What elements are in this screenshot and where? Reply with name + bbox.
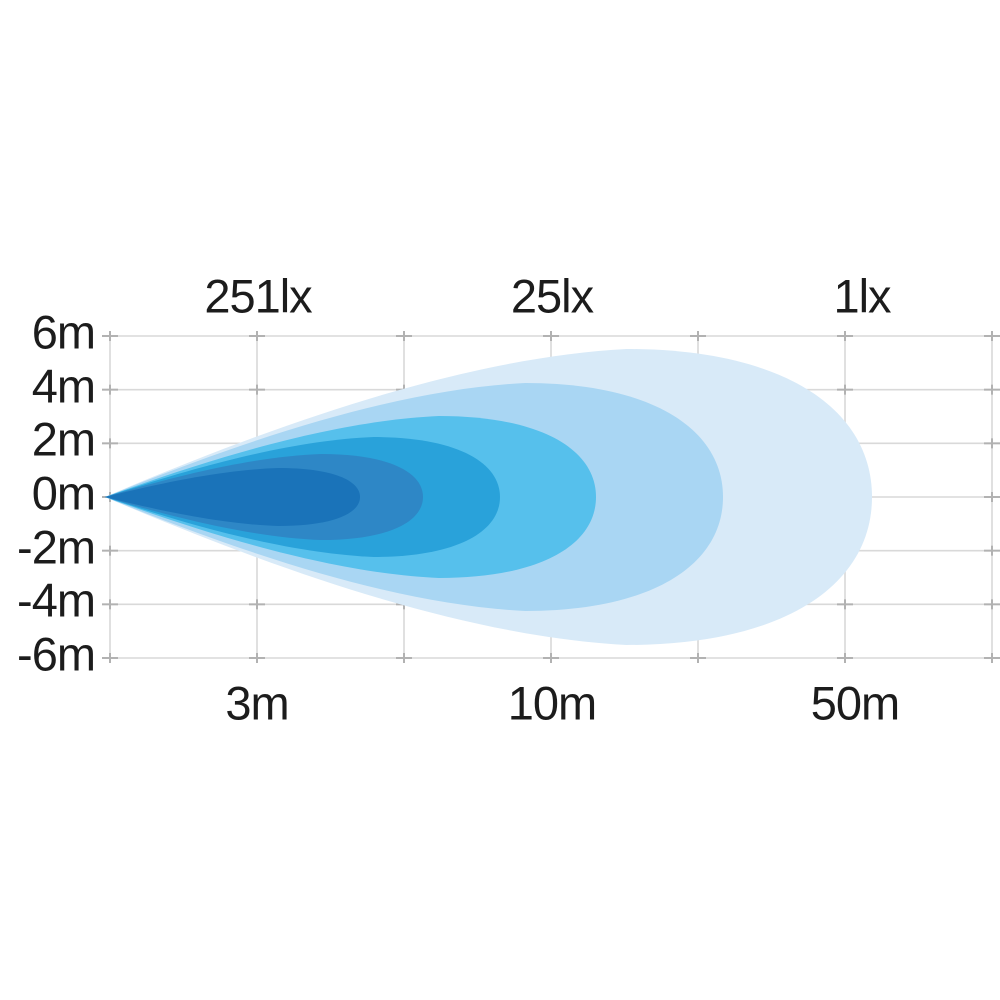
y-tick-label--2m: -2m [17, 520, 96, 574]
x-tick-label-50m: 50m [810, 676, 900, 730]
y-tick-label-0m: 0m [31, 466, 96, 520]
beam-zones [105, 349, 872, 645]
lux-label-1lx: 1lx [833, 269, 891, 323]
y-tick-label-4m: 4m [31, 359, 96, 413]
y-tick-label-6m: 6m [31, 305, 96, 359]
lux-label-251lx: 251lx [204, 269, 312, 323]
y-tick-label--6m: -6m [17, 627, 96, 681]
beam-zone-1-brightest [105, 468, 360, 526]
lux-label-25lx: 25lx [510, 269, 594, 323]
x-tick-label-3m: 3m [225, 676, 289, 730]
y-tick-label-2m: 2m [31, 412, 96, 466]
x-tick-label-10m: 10m [507, 676, 597, 730]
y-tick-label--4m: -4m [17, 573, 96, 627]
